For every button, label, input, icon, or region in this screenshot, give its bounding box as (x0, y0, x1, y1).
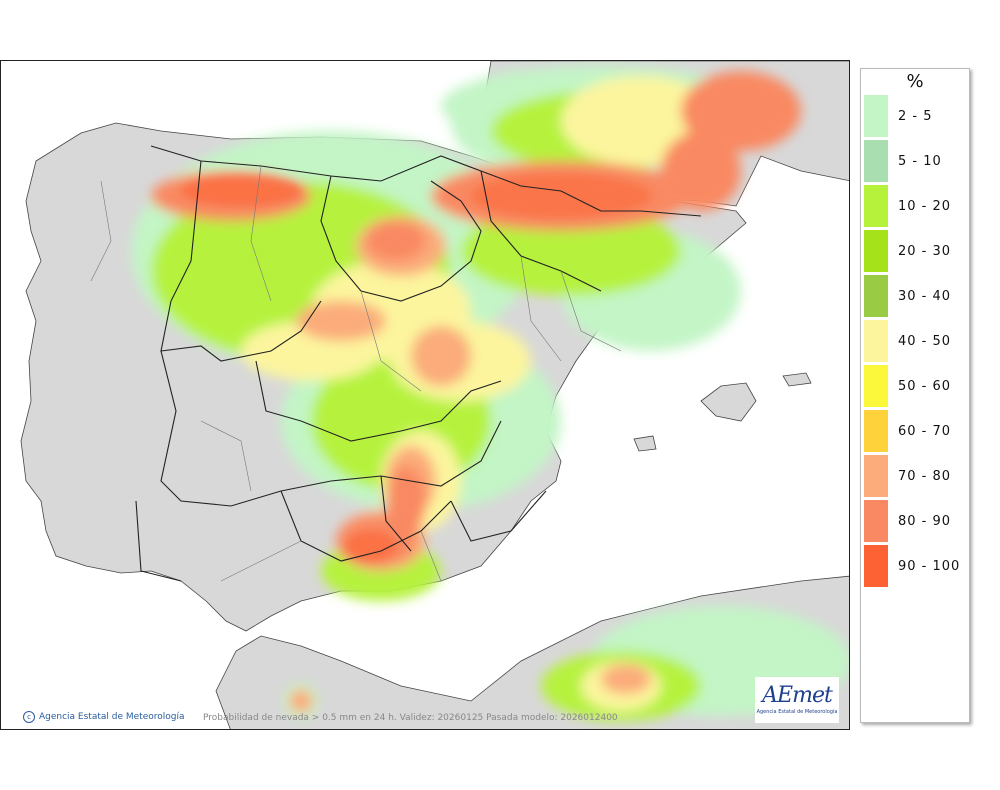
snow-probability-map (20, 61, 849, 729)
legend-item: 50 - 60 (864, 365, 951, 407)
legend-swatch (864, 455, 888, 497)
legend-swatch (864, 140, 888, 182)
ibiza-island (633, 435, 657, 452)
legend-label: 20 - 30 (898, 243, 952, 259)
legend-swatch (864, 320, 888, 362)
probability-field (131, 66, 849, 721)
legend-label: 30 - 40 (898, 288, 952, 304)
legend-title: % (906, 71, 924, 92)
aemet-logo: AEmet Agencia Estatal de Meteorología (755, 677, 839, 723)
legend-label: 2 - 5 (898, 108, 933, 124)
logo-text: AEmet (762, 683, 833, 708)
map-panel: c Agencia Estatal de Meteorología Probab… (0, 60, 850, 730)
provincial-borders (90, 165, 622, 582)
legend-item: 40 - 50 (864, 320, 951, 362)
legend-item: 60 - 70 (864, 410, 951, 452)
copyright-text: Agencia Estatal de Meteorología (39, 712, 185, 722)
legend-swatch (864, 365, 888, 407)
legend-swatch (864, 185, 888, 227)
probability-core (181, 174, 651, 561)
legend-item: 90 - 100 (864, 545, 960, 587)
legend-item: 10 - 20 (864, 185, 951, 227)
legend-label: 10 - 20 (898, 198, 952, 214)
legend-label: 40 - 50 (898, 333, 952, 349)
legend-item: 30 - 40 (864, 275, 951, 317)
legend-label: 60 - 70 (898, 423, 952, 439)
legend-label: 5 - 10 (898, 153, 942, 169)
legend-panel: % 2 - 5 5 - 10 10 - 20 20 - 30 30 - 40 40 - 5… (860, 68, 970, 723)
legend-label: 70 - 80 (898, 468, 952, 484)
regional-borders (135, 145, 702, 582)
legend-swatch (864, 230, 888, 272)
mallorca-island (700, 382, 757, 422)
logo-subtitle: Agencia Estatal de Meteorología (756, 709, 838, 715)
legend-label: 50 - 60 (898, 378, 952, 394)
copyright-note: c Agencia Estatal de Meteorología (23, 711, 185, 723)
legend-swatch (864, 500, 888, 542)
legend-label: 80 - 90 (898, 513, 952, 529)
legend-swatch (864, 95, 888, 137)
legend-label: 90 - 100 (898, 558, 961, 574)
menorca-island (782, 372, 812, 387)
copyright-icon: c (23, 711, 35, 723)
legend-item: 20 - 30 (864, 230, 951, 272)
legend-item: 2 - 5 (864, 95, 933, 137)
legend-item: 80 - 90 (864, 500, 951, 542)
legend-item: 5 - 10 (864, 140, 942, 182)
legend-swatch (864, 410, 888, 452)
legend-swatch (864, 275, 888, 317)
map-caption: Probabilidad de nevada > 0.5 mm en 24 h.… (203, 713, 618, 723)
legend-item: 70 - 80 (864, 455, 951, 497)
legend-swatch (864, 545, 888, 587)
